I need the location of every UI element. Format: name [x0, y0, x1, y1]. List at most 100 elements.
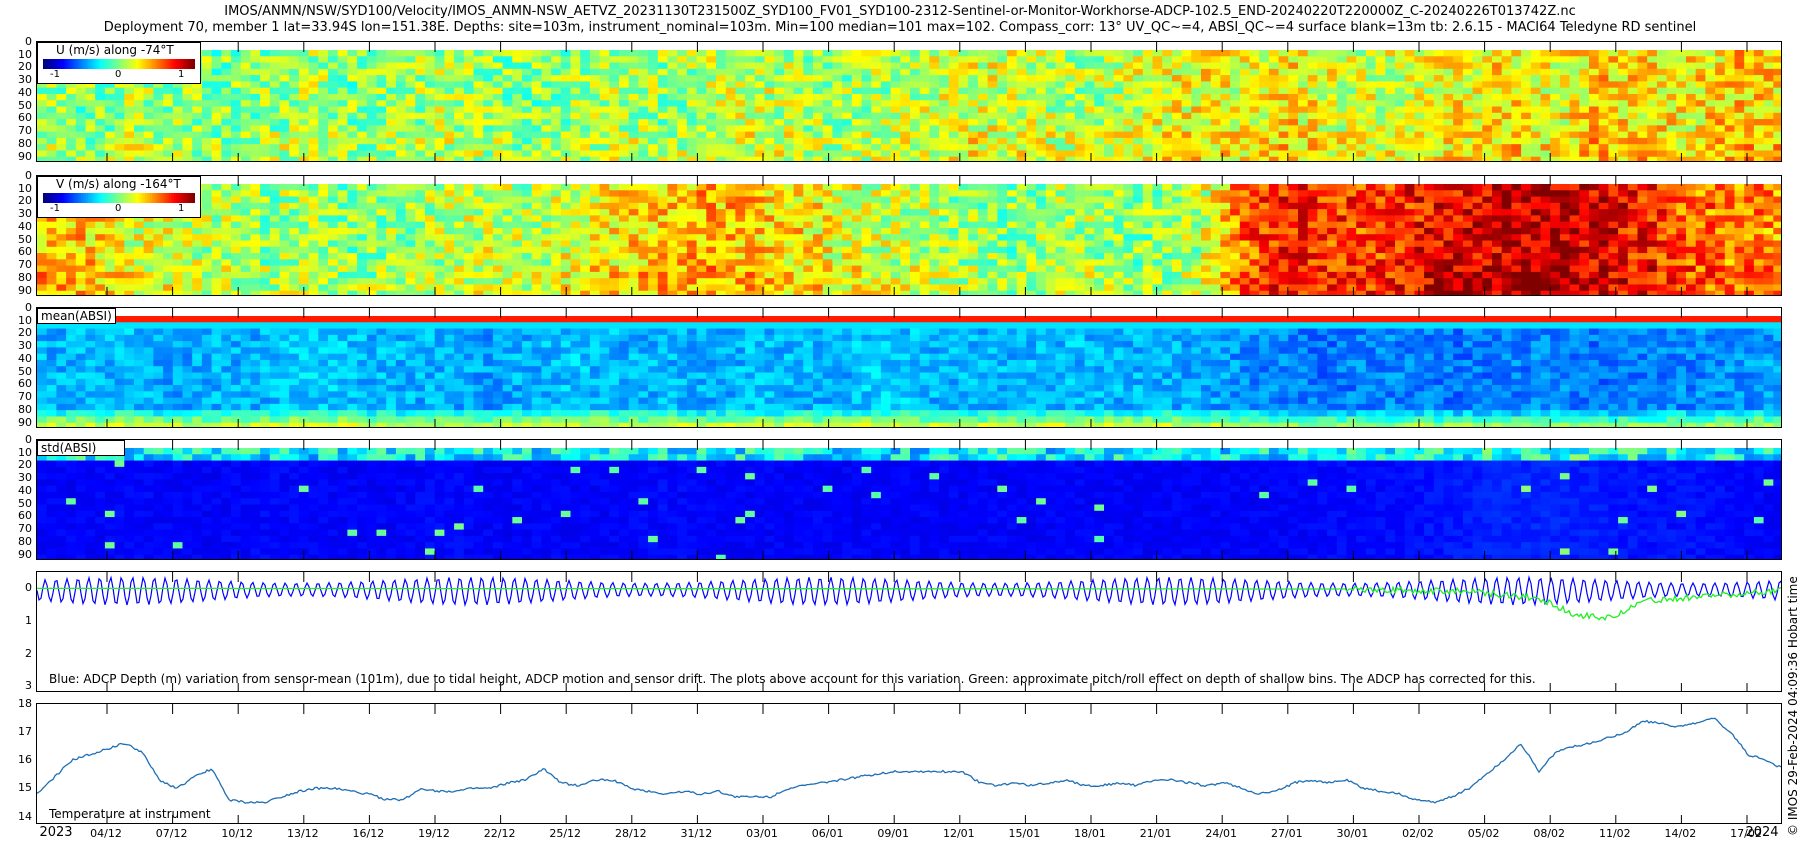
heatmap-cell: [1055, 56, 1066, 64]
heatmap-cell: [706, 209, 717, 216]
heatmap-cell: [1656, 81, 1668, 89]
heatmap-cell: [1336, 50, 1347, 57]
heatmap-cell: [1298, 56, 1309, 64]
heatmap-cell: [1559, 56, 1571, 64]
heatmap-cell: [1579, 75, 1590, 82]
heatmap-cell: [1753, 87, 1765, 95]
heatmap-cell: [929, 150, 940, 158]
heatmap-cell: [153, 259, 164, 267]
heatmap-cell: [851, 246, 862, 254]
heatmap-cell: [357, 50, 368, 57]
heatmap-cell: [1462, 75, 1474, 82]
heatmap-cell: [366, 87, 377, 95]
heatmap-cell: [900, 284, 911, 292]
heatmap-cell: [1773, 156, 1781, 161]
heatmap-cell: [454, 290, 465, 295]
heatmap-cell: [1676, 106, 1687, 114]
heatmap-cell: [201, 81, 213, 89]
heatmap-cell: [347, 119, 358, 126]
heatmap-cell: [1589, 144, 1600, 151]
heatmap-cell: [1191, 119, 1202, 126]
heatmap-cell: [570, 227, 581, 235]
heatmap-cell: [589, 93, 601, 101]
heatmap-cell: [1589, 100, 1600, 107]
heatmap-cell: [434, 119, 445, 126]
heatmap-cell: [1259, 112, 1270, 120]
heatmap-cell: [880, 190, 892, 198]
heatmap-cell: [395, 227, 407, 235]
heatmap-cell: [279, 234, 290, 241]
heatmap-cell: [1715, 81, 1726, 89]
heatmap-cell: [231, 215, 242, 223]
heatmap-cell: [822, 184, 833, 191]
heatmap-cell: [570, 137, 581, 145]
heatmap-cell: [337, 131, 348, 139]
heatmap-cell: [1414, 137, 1425, 145]
heatmap-cell: [308, 144, 319, 151]
heatmap-cell: [531, 68, 542, 76]
heatmap-cell: [492, 278, 504, 285]
heatmap-cell: [75, 119, 86, 126]
heatmap-cell: [1550, 137, 1561, 145]
heatmap-cell: [366, 246, 377, 254]
heatmap-cell: [1715, 112, 1726, 120]
heatmap-cell: [483, 100, 494, 107]
heatmap-cell: [308, 209, 319, 216]
heatmap-cell: [1239, 100, 1250, 107]
heatmap-cell: [163, 125, 174, 133]
heatmap-cell: [900, 234, 911, 241]
heatmap-cell: [1540, 106, 1551, 114]
heatmap-cell: [900, 190, 911, 198]
heatmap-cell: [1656, 100, 1668, 107]
heatmap-cell: [240, 221, 251, 229]
heatmap-cell: [725, 93, 736, 101]
heatmap-cell: [250, 93, 261, 101]
heatmap-cell: [104, 234, 116, 241]
heatmap-cell: [851, 125, 862, 133]
heatmap-cell: [395, 259, 407, 267]
heatmap-cell: [541, 50, 552, 57]
heatmap-cell: [1065, 87, 1076, 95]
heatmap-cell: [803, 56, 814, 64]
heatmap-cell: [667, 112, 678, 120]
heatmap-cell: [454, 50, 465, 57]
heatmap-cell: [716, 62, 727, 70]
heatmap-cell: [366, 284, 377, 292]
heatmap-cell: [1239, 156, 1250, 161]
heatmap-cell: [289, 62, 300, 70]
heatmap-cell: [900, 112, 911, 120]
heatmap-cell: [1773, 137, 1781, 145]
heatmap-cell: [871, 144, 882, 151]
heatmap-cell: [357, 144, 368, 151]
heatmap-cell: [948, 68, 959, 76]
heatmap-cell: [85, 81, 96, 89]
heatmap-cell: [890, 87, 901, 95]
heatmap-cell: [221, 93, 232, 101]
heatmap-cell: [182, 87, 193, 95]
heatmap-cell: [104, 240, 116, 248]
heatmap-cell: [764, 62, 775, 70]
heatmap-cell: [318, 227, 329, 235]
heatmap-cell: [201, 100, 213, 107]
heatmap-cell: [366, 259, 377, 267]
heatmap-cell: [172, 253, 183, 260]
heatmap-cell: [1521, 81, 1532, 89]
heatmap-cell: [822, 75, 833, 82]
heatmap-cell: [890, 144, 901, 151]
heatmap-cell: [483, 240, 494, 248]
heatmap-cell: [1230, 137, 1241, 145]
heatmap-cell: [376, 227, 387, 235]
heatmap-cell: [269, 81, 280, 89]
heatmap-cell: [813, 125, 824, 133]
heatmap-cell: [1055, 156, 1066, 161]
heatmap-cell: [395, 68, 407, 76]
heatmap-cell: [492, 56, 504, 64]
heatmap-cell: [454, 246, 465, 254]
heatmap-cell: [716, 184, 727, 191]
heatmap-cell: [512, 290, 523, 295]
heatmap-cell: [172, 131, 183, 139]
heatmap-cell: [415, 278, 426, 285]
heatmap-cell: [725, 234, 736, 241]
heatmap-cell: [832, 209, 843, 216]
heatmap-cell: [1608, 150, 1619, 158]
